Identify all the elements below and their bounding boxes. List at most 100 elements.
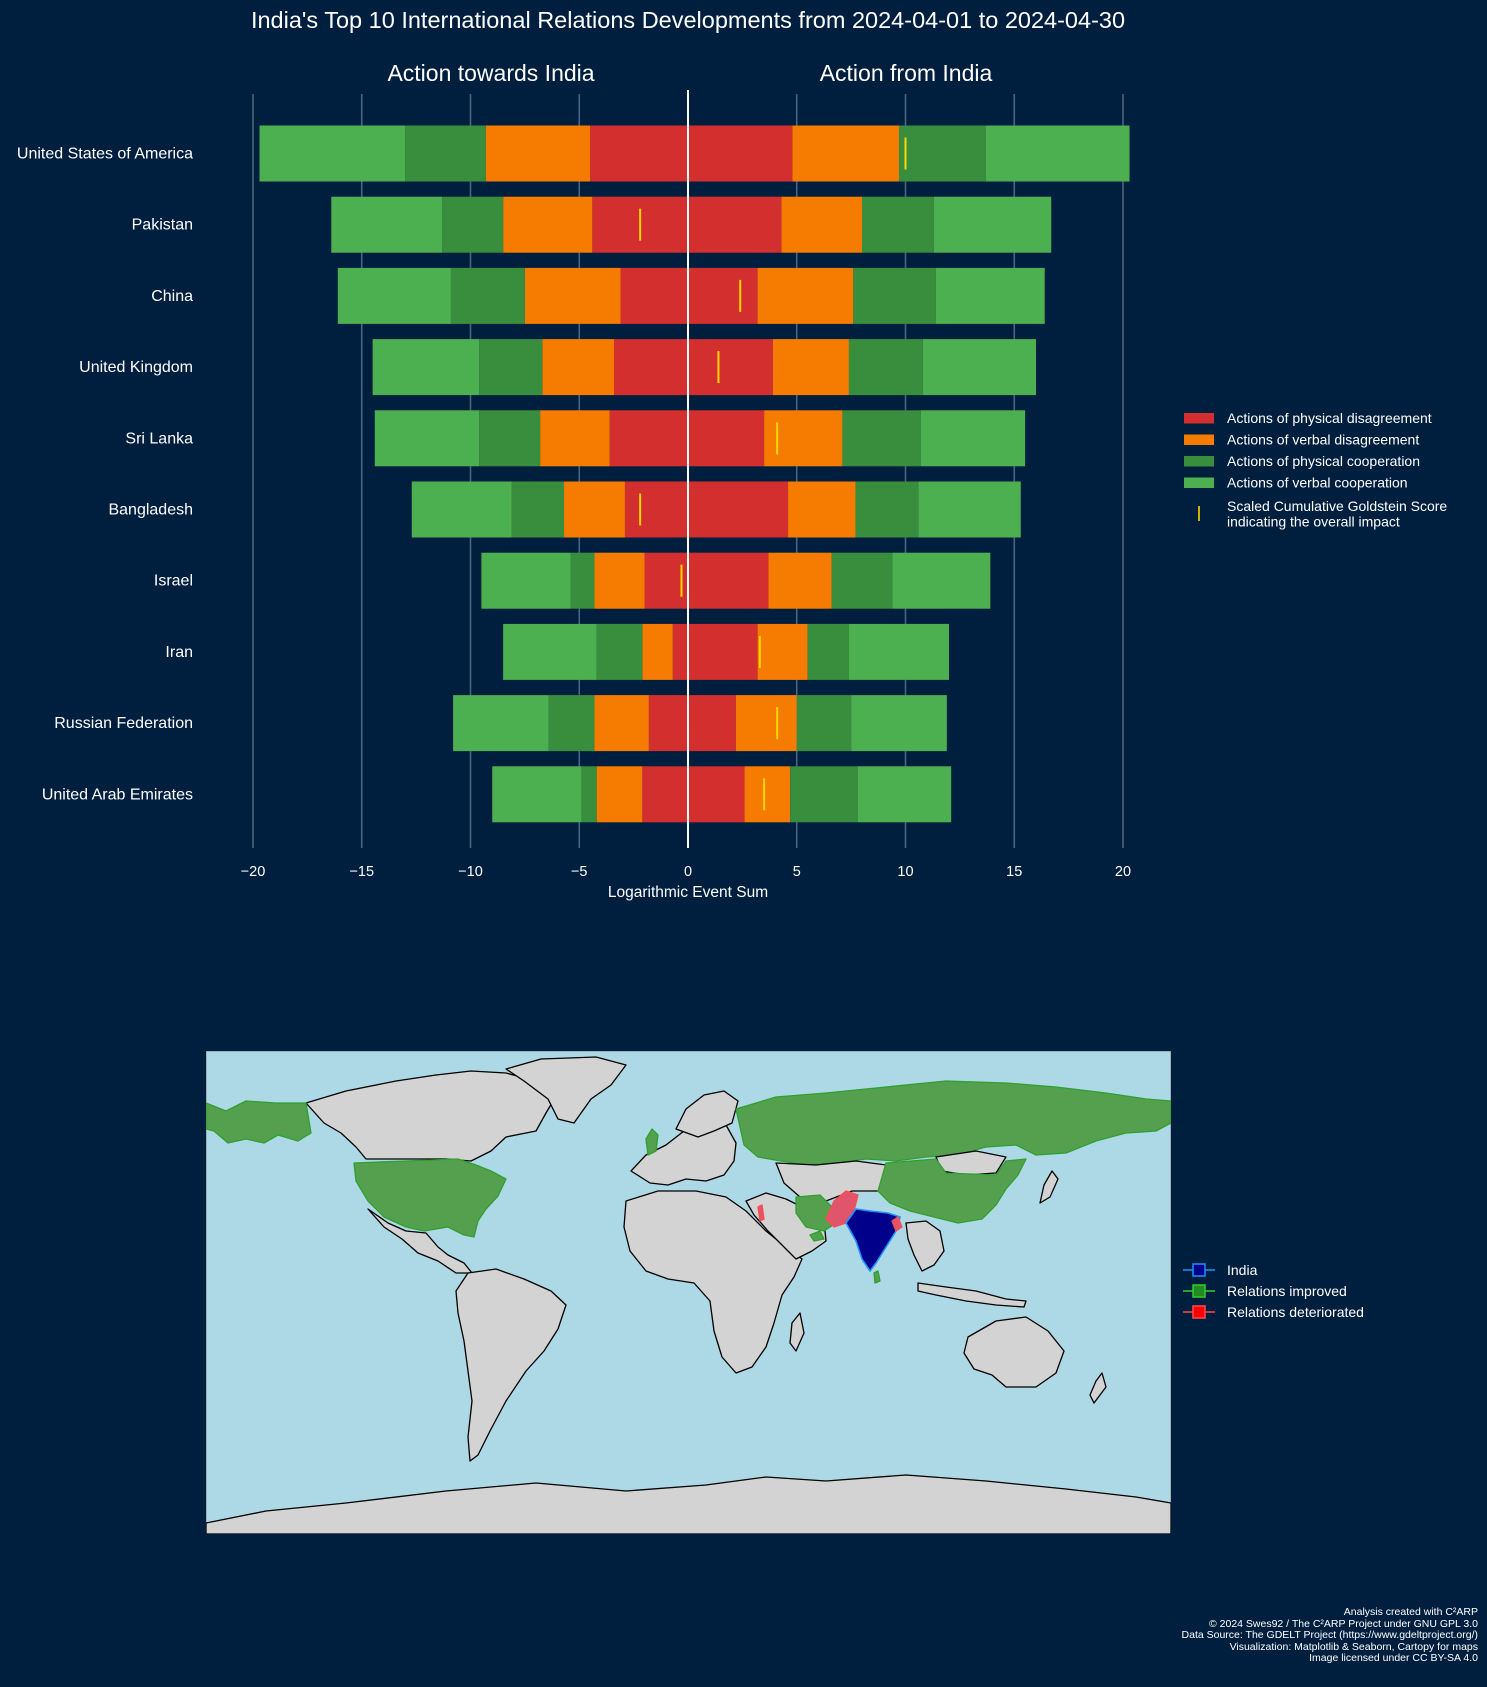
bar-from-india — [788, 481, 856, 538]
legend-label-line: indicating the overall impact — [1227, 514, 1400, 530]
bar-from-india — [985, 125, 1130, 182]
bar-towards-india — [548, 695, 595, 752]
category-label: United Arab Emirates — [42, 786, 193, 803]
bar-from-india — [688, 267, 758, 324]
bar-towards-india — [614, 339, 688, 396]
map-legend-swatch — [1192, 1284, 1206, 1298]
category-label: Israel — [154, 573, 193, 590]
map-legend: India Relations improved Relations deterio… — [1183, 1262, 1364, 1320]
category-label: United Kingdom — [79, 359, 193, 376]
bar-towards-india — [609, 410, 688, 467]
bar-towards-india — [411, 481, 512, 538]
country-china — [877, 1158, 1027, 1224]
world-map-svg — [205, 1050, 1172, 1535]
bar-towards-india — [594, 695, 649, 752]
bar-from-india — [744, 766, 791, 823]
bars — [259, 125, 1130, 823]
bar-from-india — [933, 196, 1052, 253]
country-israel — [757, 1204, 765, 1222]
x-tick-label: −15 — [349, 864, 374, 880]
bar-from-india — [688, 410, 765, 467]
category-label: United States of America — [17, 146, 193, 163]
x-tick-label: −20 — [241, 864, 266, 880]
bar-from-india — [688, 623, 758, 680]
bar-from-india — [922, 339, 1036, 396]
bar-from-india — [688, 552, 769, 609]
land-madagascar — [789, 1312, 805, 1352]
bar-towards-india — [570, 552, 595, 609]
bar-from-india — [781, 196, 862, 253]
land-greenland — [505, 1056, 627, 1124]
legend-label: Actions of verbal cooperation — [1227, 475, 1408, 491]
bar-from-india — [918, 481, 1021, 538]
bar-towards-india — [492, 766, 582, 823]
bar-towards-india — [596, 623, 643, 680]
bar-from-india — [853, 267, 936, 324]
country-united-arab-emirates — [809, 1230, 825, 1242]
bar-towards-india — [642, 766, 688, 823]
bar-from-india — [757, 623, 808, 680]
land-new-zealand — [1089, 1372, 1107, 1404]
bar-towards-india — [442, 196, 504, 253]
bar-towards-india — [540, 410, 610, 467]
legend-label: Actions of verbal disagreement — [1227, 432, 1419, 448]
bar-towards-india — [624, 481, 688, 538]
country-bangladesh — [891, 1216, 903, 1232]
category-label: Sri Lanka — [125, 430, 193, 447]
world-map — [205, 1050, 1172, 1535]
bar-towards-india — [564, 481, 625, 538]
land-north-america — [305, 1070, 557, 1162]
country-alaska — [205, 1100, 312, 1144]
credit-line: © 2024 Swes92 / The C²ARP Project under … — [1208, 1617, 1478, 1630]
bar-towards-india — [542, 339, 615, 396]
bar-towards-india — [590, 125, 688, 182]
bar-from-india — [898, 125, 986, 182]
x-tick-label: −10 — [458, 864, 483, 880]
bar-towards-india — [481, 552, 571, 609]
land-south-america — [455, 1268, 567, 1462]
bar-from-india — [857, 766, 952, 823]
bar-towards-india — [372, 339, 480, 396]
bar-towards-india — [596, 766, 643, 823]
bar-from-india — [796, 695, 852, 752]
bar-towards-india — [648, 695, 688, 752]
bar-from-india — [862, 196, 934, 253]
category-label: China — [151, 288, 193, 305]
bar-towards-india — [337, 267, 451, 324]
map-legend-swatch — [1192, 1305, 1206, 1319]
bar-towards-india — [594, 552, 645, 609]
left-subtitle: Action towards India — [387, 60, 594, 86]
x-tick-label: 15 — [1006, 864, 1022, 880]
credit-line: Data Source: The GDELT Project (https://… — [1181, 1629, 1478, 1642]
land-indonesia — [917, 1282, 1027, 1308]
bar-towards-india — [453, 695, 549, 752]
x-axis-label: Logarithmic Event Sum — [608, 884, 768, 901]
bar-towards-india — [479, 339, 543, 396]
bar-from-india — [688, 481, 789, 538]
bar-from-india — [768, 552, 832, 609]
x-tick-label: 0 — [684, 864, 692, 880]
x-tick-label: 5 — [793, 864, 801, 880]
bar-towards-india — [672, 623, 688, 680]
credit-line: Image licensed under CC BY-SA 4.0 — [1309, 1652, 1478, 1665]
legend-label: Actions of physical cooperation — [1227, 453, 1420, 469]
bar-from-india — [757, 267, 854, 324]
land-africa — [623, 1190, 803, 1374]
bar-from-india — [935, 267, 1045, 324]
bar-from-india — [764, 410, 843, 467]
bar-towards-india — [524, 267, 621, 324]
land-japan — [1039, 1170, 1059, 1204]
category-label: Russian Federation — [54, 715, 193, 732]
bar-from-india — [920, 410, 1026, 467]
bar-towards-india — [259, 125, 406, 182]
category-label: Bangladesh — [108, 502, 193, 519]
bar-chart: India's Top 10 International Relations D… — [17, 7, 1448, 901]
bar-from-india — [848, 623, 949, 680]
land-scandinavia — [675, 1090, 739, 1138]
country-sri-lanka — [873, 1270, 881, 1284]
bar-towards-india — [479, 410, 541, 467]
bar-towards-india — [503, 623, 597, 680]
country-united-kingdom — [645, 1128, 659, 1156]
legend-swatch — [1184, 477, 1214, 488]
bar-towards-india — [405, 125, 486, 182]
